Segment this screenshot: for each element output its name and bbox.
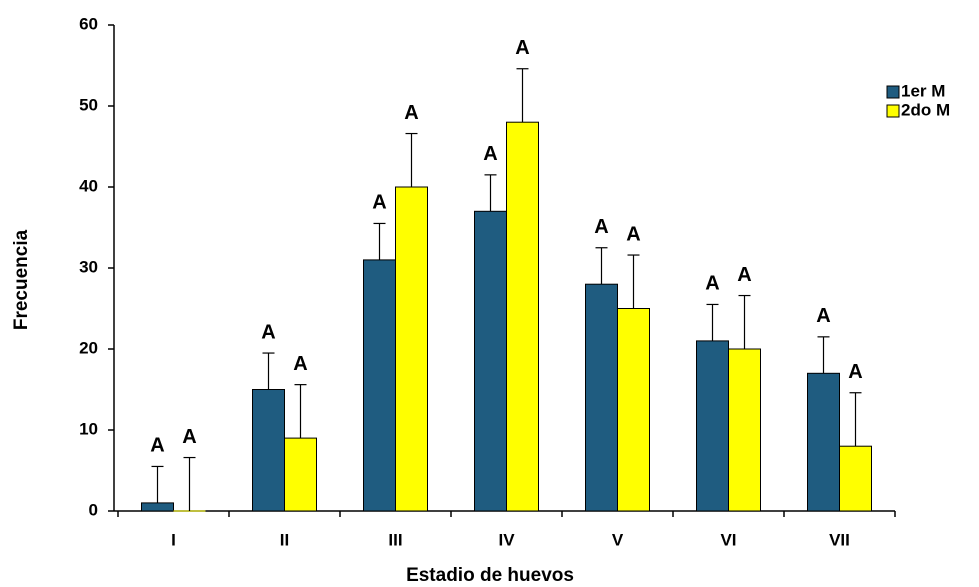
significance-letter: A [626,223,640,245]
y-tick-label: 50 [79,95,98,114]
bar [728,348,761,512]
bar [252,389,285,512]
y-tick-label: 60 [79,14,98,33]
y-axis-label: Frecuencia [11,229,32,330]
bar [839,445,872,512]
y-tick-label: 40 [79,176,98,195]
legend-swatch [886,104,900,118]
legend-label: 2do M [901,100,950,119]
significance-letter: A [816,305,830,327]
bar [617,308,650,512]
significance-letter: A [515,37,529,59]
bar [141,502,174,512]
bar [474,210,507,512]
significance-letter: A [594,216,608,238]
bar [696,340,729,512]
bar [284,437,317,512]
bar [395,186,428,512]
y-tick-label: 30 [79,257,98,276]
y-tick-label: 0 [89,500,98,519]
significance-letter: A [404,102,418,124]
x-axis-label: Estadio de huevos [406,565,574,586]
significance-letter: A [483,143,497,165]
significance-letter: A [293,353,307,375]
x-tick-label: VI [720,530,736,549]
significance-letter: A [150,435,164,457]
significance-letter: A [737,264,751,286]
legend-label: 1er M [901,81,945,100]
bar [807,372,840,512]
y-tick-label: 10 [79,419,98,438]
x-tick-label: V [612,530,624,549]
bar [585,283,618,512]
x-tick-label: IV [498,530,515,549]
bar [363,259,396,512]
significance-letter: A [182,426,196,448]
significance-letter: A [705,273,719,295]
y-tick-label: 20 [79,338,98,357]
significance-letter: A [372,192,386,214]
x-tick-label: I [171,530,176,549]
significance-letter: A [848,361,862,383]
x-tick-label: III [388,530,402,549]
x-tick-label: VII [829,530,850,549]
significance-letter: A [261,321,275,343]
legend-swatch [886,85,900,99]
x-tick-label: II [280,530,289,549]
bar [506,121,539,512]
